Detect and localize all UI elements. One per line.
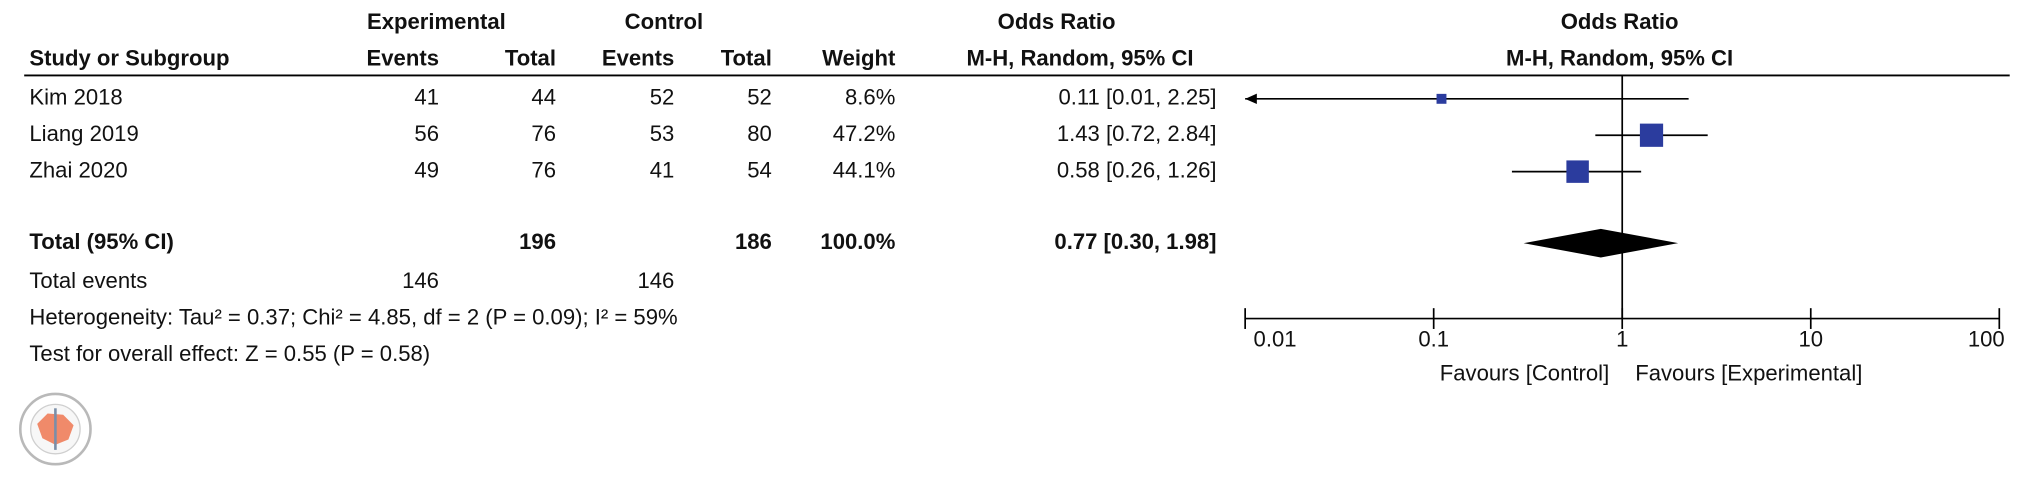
ci-label: 0.11 [0.01, 2.25] bbox=[1058, 85, 1216, 110]
total-weight: 100.0% bbox=[820, 229, 895, 254]
logo bbox=[18, 392, 92, 466]
ci-arrow bbox=[1245, 93, 1257, 105]
exp-total: 76 bbox=[531, 121, 556, 146]
group-header: Experimental bbox=[367, 9, 506, 34]
weight: 44.1% bbox=[833, 157, 896, 182]
x-label-left: Favours [Control] bbox=[1440, 360, 1609, 385]
weight: 8.6% bbox=[845, 85, 895, 110]
total-diamond bbox=[1523, 228, 1679, 258]
column-header: M-H, Random, 95% CI bbox=[1506, 46, 1733, 71]
total-name: Total (95% CI) bbox=[29, 229, 173, 254]
study-name: Kim 2018 bbox=[29, 85, 122, 110]
weight: 47.2% bbox=[833, 121, 896, 146]
ctrl-events: 53 bbox=[650, 121, 675, 146]
column-header: Weight bbox=[822, 46, 896, 71]
total-ctrl: 186 bbox=[735, 229, 772, 254]
group-header: Control bbox=[625, 9, 704, 34]
group-header: Odds Ratio bbox=[998, 9, 1116, 34]
study-square bbox=[1436, 93, 1447, 104]
study-name: Zhai 2020 bbox=[29, 157, 127, 182]
ci-label: 1.43 [0.72, 2.84] bbox=[1057, 121, 1217, 146]
ctrl-total: 52 bbox=[747, 85, 772, 110]
column-header: Total bbox=[721, 46, 772, 71]
exp-events: 49 bbox=[414, 157, 439, 182]
column-header: Total bbox=[505, 46, 556, 71]
ci-label: 0.58 [0.26, 1.26] bbox=[1057, 157, 1217, 182]
column-header: M-H, Random, 95% CI bbox=[966, 46, 1193, 71]
x-tick-label: 0.01 bbox=[1254, 327, 1297, 352]
column-header: Events bbox=[602, 46, 674, 71]
column-header: Events bbox=[367, 46, 439, 71]
study-square bbox=[1566, 160, 1589, 183]
x-label-right: Favours [Experimental] bbox=[1635, 360, 1862, 385]
exp-events: 56 bbox=[414, 121, 439, 146]
exp-total: 76 bbox=[531, 157, 556, 182]
x-tick-label: 10 bbox=[1798, 327, 1823, 352]
exp-total: 44 bbox=[531, 85, 556, 110]
overall-effect: Test for overall effect: Z = 0.55 (P = 0… bbox=[29, 341, 430, 366]
total-events-exp: 146 bbox=[402, 268, 439, 293]
ctrl-events: 41 bbox=[650, 157, 675, 182]
ctrl-total: 54 bbox=[747, 157, 772, 182]
column-header: Study or Subgroup bbox=[29, 46, 229, 71]
x-tick-label: 100 bbox=[1968, 327, 2005, 352]
ctrl-total: 80 bbox=[747, 121, 772, 146]
x-tick-label: 0.1 bbox=[1418, 327, 1449, 352]
group-header: Odds Ratio bbox=[1561, 9, 1679, 34]
exp-events: 41 bbox=[414, 85, 439, 110]
total-exp: 196 bbox=[519, 229, 556, 254]
total-events-label: Total events bbox=[29, 268, 147, 293]
total-events-ctrl: 146 bbox=[637, 268, 674, 293]
x-tick-label: 1 bbox=[1616, 327, 1628, 352]
heterogeneity: Heterogeneity: Tau² = 0.37; Chi² = 4.85,… bbox=[29, 304, 677, 329]
ctrl-events: 52 bbox=[650, 85, 675, 110]
study-name: Liang 2019 bbox=[29, 121, 138, 146]
study-square bbox=[1639, 123, 1664, 147]
total-ci: 0.77 [0.30, 1.98] bbox=[1054, 229, 1216, 254]
